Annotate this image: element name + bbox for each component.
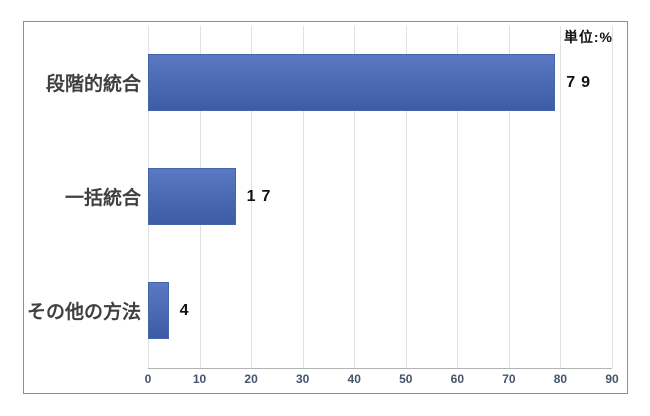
x-tick-label: 80 (553, 372, 568, 386)
x-tick-label: 30 (295, 372, 310, 386)
unit-label: 単位:% (563, 29, 613, 45)
x-tick-label: 10 (192, 372, 207, 386)
bar-row: 一括統合 17 (65, 140, 612, 254)
gridline (560, 26, 562, 368)
gridline (302, 26, 304, 368)
gridline (508, 26, 510, 368)
x-tick-label: 20 (244, 372, 258, 386)
x-tick-label: 90 (605, 372, 619, 386)
plot-area: 段階的統合 79 一括統合 17 その他の方法 4 (27, 26, 613, 369)
x-tick-label: 60 (450, 372, 465, 386)
bar (148, 168, 236, 226)
x-tick-label: 70 (502, 372, 516, 386)
chart-frame: 単位:% 段階的統合 79 一括統合 17 その他の方法 4 0 10 20 30 40 50 60 7… (23, 21, 628, 394)
gridline (457, 26, 459, 368)
x-tick-label: 50 (399, 372, 413, 386)
category-label: 一括統合 (64, 188, 141, 210)
x-tick-label: 0 (144, 372, 152, 386)
gridline (612, 26, 613, 368)
category-label: その他の方法 (26, 302, 141, 324)
x-tick-label: 40 (347, 372, 361, 386)
bar (148, 282, 169, 340)
gridline (354, 26, 356, 368)
value-label: 4 (179, 301, 195, 319)
category-label: 段階的統合 (45, 74, 141, 96)
value-label: 79 (566, 73, 597, 91)
value-label: 17 (246, 187, 277, 205)
x-axis: 0 10 20 30 40 50 60 70 80 90 (144, 372, 619, 390)
bar (148, 54, 556, 112)
bar-row: 段階的統合 79 (46, 26, 612, 140)
gridline (251, 26, 253, 368)
bar-row: その他の方法 4 (27, 254, 612, 368)
gridline (405, 26, 407, 368)
